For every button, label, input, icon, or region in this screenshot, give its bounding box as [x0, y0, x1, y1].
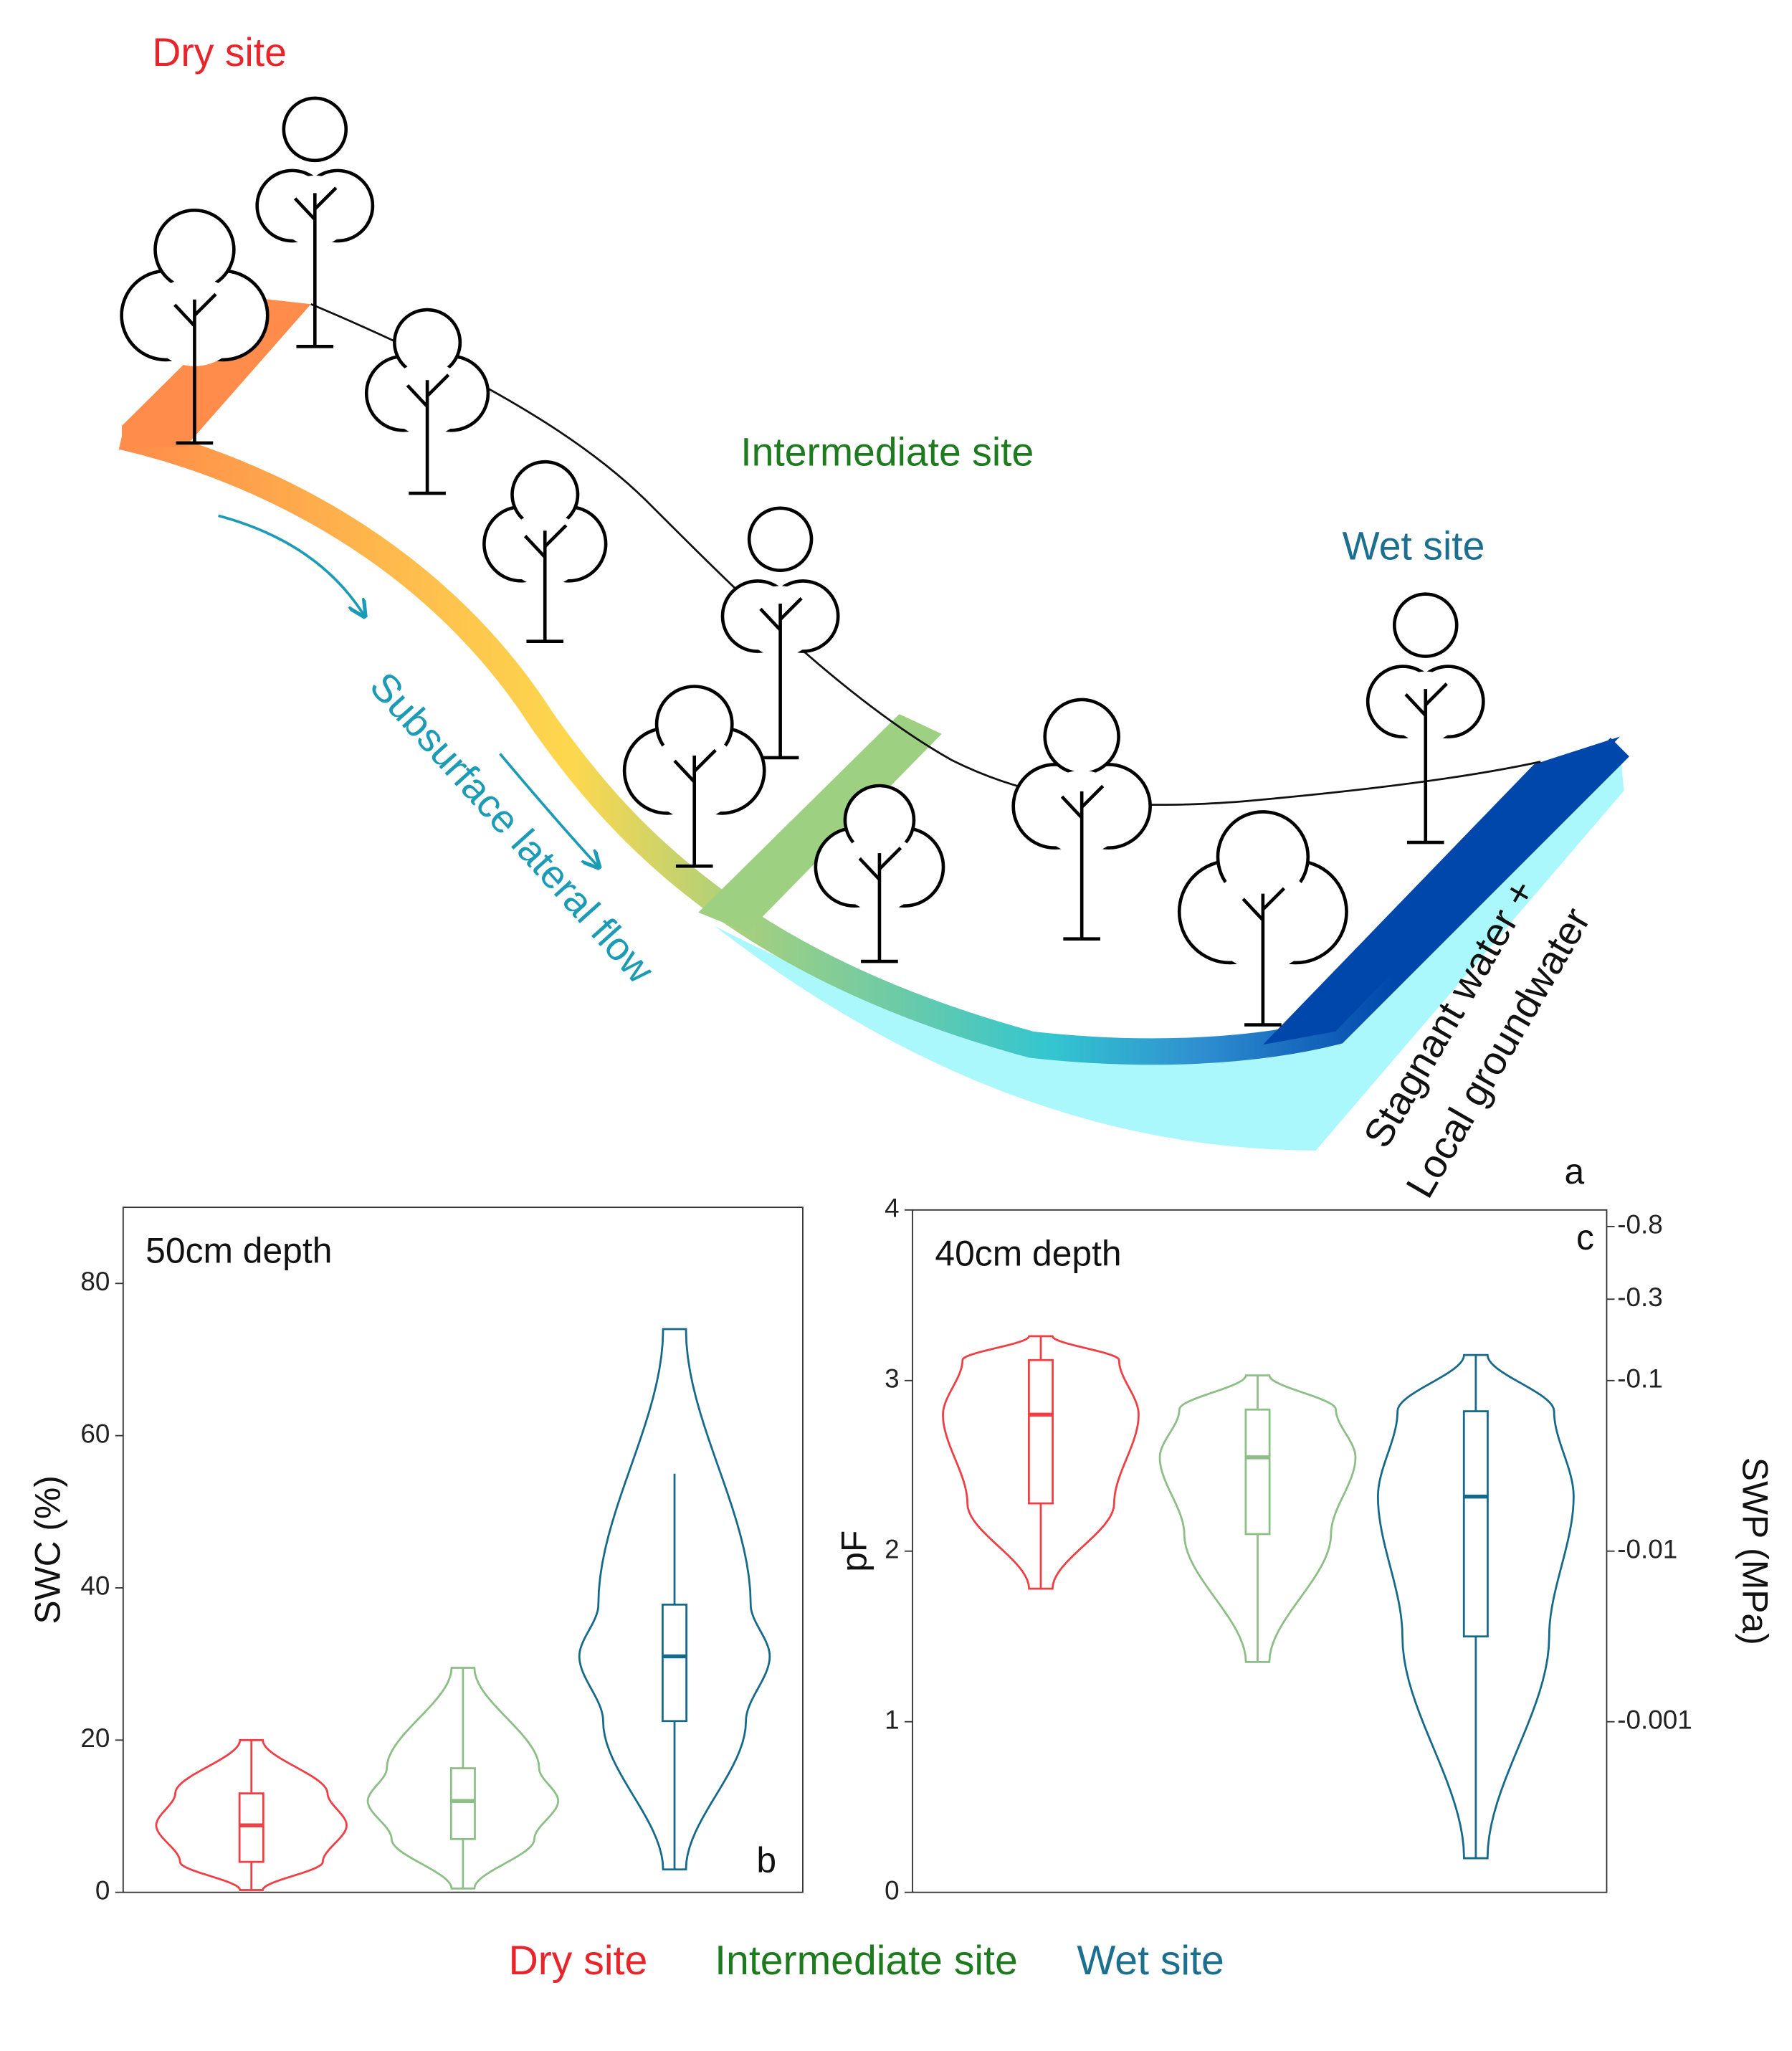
y2-tick-label: -0.8: [1617, 1210, 1663, 1239]
tree-trunk: [858, 847, 902, 963]
box: [1028, 1358, 1054, 1505]
tree-trunk: [293, 186, 338, 348]
y-tick-label: 3: [885, 1364, 900, 1394]
panel-label: c: [1576, 1217, 1594, 1257]
box: [662, 1603, 688, 1723]
tree: [255, 96, 375, 348]
tree-trunk: [1241, 887, 1286, 1027]
legend-label: Intermediate site: [715, 1938, 1018, 1984]
wet-label: Wet site: [1343, 523, 1485, 568]
intermediate-label: Intermediate site: [740, 429, 1034, 474]
annotation: 50cm depth: [146, 1231, 332, 1271]
tree: [1177, 810, 1348, 1027]
tree: [622, 685, 766, 868]
plot-frame: [122, 1207, 804, 1893]
tree: [120, 209, 270, 445]
legend-label: Wet site: [1077, 1938, 1224, 1984]
surface: [310, 303, 1541, 806]
tree-crown: [153, 209, 236, 291]
wet-block: [1262, 736, 1620, 1045]
y-tick-label: 20: [80, 1723, 110, 1753]
violin: [366, 1667, 560, 1890]
violin: [1376, 1353, 1575, 1860]
y2-axis-label: SWP (MPa): [1735, 1457, 1775, 1645]
tree-crown: [282, 96, 348, 163]
panel-label: a: [1564, 1151, 1584, 1191]
y-tick-label: 80: [80, 1267, 110, 1296]
annotation: 40cm depth: [935, 1233, 1121, 1273]
violin: [155, 1738, 348, 1891]
tree-crown: [1393, 592, 1459, 658]
legend-label: Dry site: [508, 1938, 647, 1984]
violin: [1158, 1374, 1357, 1663]
flow-arrow: [218, 514, 364, 614]
dry-label: Dry site: [152, 30, 287, 75]
soil-band: [118, 423, 1629, 1065]
box: [1244, 1408, 1271, 1536]
violin: [942, 1335, 1140, 1590]
tree-crown: [747, 506, 814, 572]
tree: [720, 506, 840, 760]
y-tick-label: 2: [885, 1534, 900, 1564]
box: [238, 1792, 264, 1863]
tree: [482, 460, 608, 643]
y-tick-label: 0: [95, 1875, 110, 1905]
tree-trunk: [1404, 682, 1448, 844]
y-axis-label: SWC (%): [27, 1475, 67, 1624]
y-tick-label: 60: [80, 1419, 110, 1448]
tree-trunk: [1060, 784, 1105, 941]
y2-tick-label: -0.001: [1617, 1705, 1692, 1734]
y-tick-label: 1: [885, 1705, 900, 1734]
tree: [814, 784, 945, 963]
y2-tick-label: -0.3: [1617, 1283, 1663, 1312]
tree-crown: [1043, 698, 1120, 776]
tree: [1011, 698, 1152, 941]
violin: [578, 1328, 771, 1871]
tree: [364, 308, 490, 495]
tree-trunk: [673, 748, 717, 868]
flow-arrow: [499, 753, 599, 866]
y2-tick-label: -0.01: [1617, 1534, 1677, 1564]
y2-tick-label: -0.1: [1617, 1364, 1663, 1394]
panel-label: b: [756, 1840, 776, 1880]
tree-trunk: [523, 524, 568, 643]
y-tick-label: 40: [80, 1571, 110, 1601]
tree-trunk: [173, 292, 217, 445]
tree: [1366, 592, 1485, 844]
tree-trunk: [759, 596, 803, 760]
y-axis-label: pF: [834, 1531, 874, 1572]
slope-diagram: Dry site Intermediate site Wet site Subs…: [118, 30, 1629, 1205]
groundwater: [714, 747, 1624, 1151]
plot-frame: [912, 1209, 1608, 1893]
intermediate-block: [698, 714, 942, 933]
y-tick-label: 0: [885, 1875, 900, 1905]
box: [1462, 1410, 1489, 1638]
box: [449, 1767, 476, 1840]
tree-trunk: [406, 373, 450, 495]
y-tick-label: 4: [885, 1194, 900, 1223]
